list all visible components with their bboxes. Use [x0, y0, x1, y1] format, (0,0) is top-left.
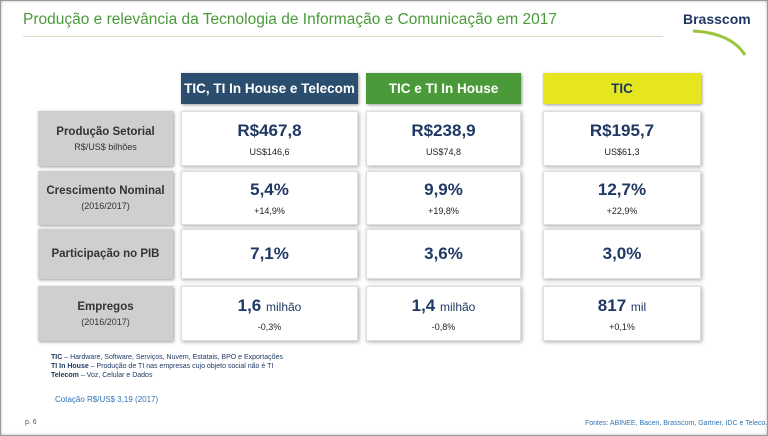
title-rule: [23, 36, 663, 37]
sub-value: -0,3%: [257, 321, 282, 332]
row-title: Empregos: [77, 300, 134, 313]
main-value: 1,4 milhão: [412, 296, 476, 316]
note-term: TIC: [51, 354, 63, 361]
note: TI In House – Produção de TI nas empresa…: [51, 363, 273, 370]
row-title: Crescimento Nominal: [46, 185, 165, 197]
value: 1,6: [237, 295, 262, 315]
value: R$238,9: [411, 120, 476, 140]
row-subtitle: R$/US$ bilhões: [74, 141, 137, 152]
sub-value: US$61,3: [604, 146, 640, 157]
row-label: Participação no PIB: [38, 229, 173, 279]
value: R$467,8: [237, 120, 302, 140]
column-header: TIC: [543, 73, 701, 104]
value: 1,4: [411, 295, 436, 315]
main-value: 5,4%: [250, 180, 289, 200]
sub-value: +14,9%: [254, 206, 285, 216]
note: TIC – Hardware, Software, Serviços, Nuve…: [51, 354, 283, 361]
value: 3,6%: [424, 244, 463, 263]
main-value: R$238,9: [411, 121, 475, 141]
cell: R$467,8 US$146,6: [181, 111, 358, 166]
page-number: p. 6: [25, 419, 37, 426]
row-title: Produção Setorial: [56, 125, 155, 138]
value: 3,0%: [602, 244, 642, 263]
value: 9,9%: [424, 180, 463, 199]
unit: milhão: [440, 299, 476, 314]
column-header: TIC, TI In House e Telecom: [181, 73, 358, 104]
note-text: – Hardware, Software, Serviços, Nuvem, E…: [64, 354, 283, 361]
value: R$195,7: [589, 120, 655, 140]
cell: 817 mil +0,1%: [543, 286, 701, 341]
main-value: 9,9%: [424, 180, 463, 200]
note-term: Telecom: [51, 372, 79, 379]
value: 817: [597, 295, 627, 315]
main-value: R$195,7: [590, 121, 654, 141]
main-value: R$467,8: [237, 121, 301, 141]
row-label: Produção Setorial R$/US$ bilhões: [38, 111, 173, 166]
value: 7,1%: [250, 244, 289, 263]
logo: Brasscom: [683, 11, 751, 27]
cell: 3,6%: [366, 229, 521, 279]
cell: 5,4% +14,9%: [181, 171, 358, 225]
cell: R$195,7 US$61,3: [543, 111, 701, 166]
logo-swoosh: [692, 29, 747, 56]
row-label: Crescimento Nominal (2016/2017): [38, 171, 173, 225]
cell: 1,4 milhão -0,8%: [366, 286, 521, 341]
note-text: – Voz, Celular e Dados: [80, 372, 153, 379]
main-value: 12,7%: [598, 180, 646, 200]
unit: mil: [630, 299, 647, 314]
row-subtitle: (2016/2017): [81, 201, 130, 211]
row-subtitle: (2016/2017): [81, 316, 130, 327]
note-text: – Produção de TI nas empresas cujo objet…: [90, 363, 274, 370]
note: Telecom – Voz, Celular e Dados: [51, 372, 152, 379]
title: Produção e relevância da Tecnologia de I…: [23, 11, 557, 28]
cell: R$238,9 US$74,8: [366, 111, 521, 166]
main-value: 817 mil: [598, 296, 646, 316]
cell: 1,6 milhão -0,3%: [181, 286, 358, 341]
sub-value: -0,8%: [431, 321, 456, 332]
value: 5,4%: [250, 180, 289, 199]
value: 12,7%: [597, 180, 647, 199]
exchange-rate: Cotação R$/US$ 3,19 (2017): [55, 395, 159, 404]
cell: 3,0%: [543, 229, 701, 279]
note-term: TI In House: [51, 363, 89, 370]
unit: milhão: [266, 299, 302, 314]
sub-value: US$74,8: [425, 146, 462, 157]
sub-value: US$146,6: [249, 146, 290, 157]
main-value: 3,6%: [424, 244, 463, 264]
row-label: Empregos (2016/2017): [38, 286, 173, 341]
main-value: 7,1%: [250, 244, 289, 264]
main-value: 3,0%: [603, 244, 642, 264]
sub-value: +0,1%: [609, 321, 635, 332]
sources: Fontes: ABINEE, Bacen, Brasscom, Gartner…: [585, 420, 768, 427]
sub-value: +22,9%: [606, 206, 638, 216]
cell: 7,1%: [181, 229, 358, 279]
sub-value: +19,8%: [428, 206, 459, 216]
cell: 9,9% +19,8%: [366, 171, 521, 225]
column-header: TIC e TI In House: [366, 73, 521, 104]
main-value: 1,6 milhão: [238, 296, 302, 316]
row-title: Participação no PIB: [51, 248, 160, 260]
cell: 12,7% +22,9%: [543, 171, 701, 225]
